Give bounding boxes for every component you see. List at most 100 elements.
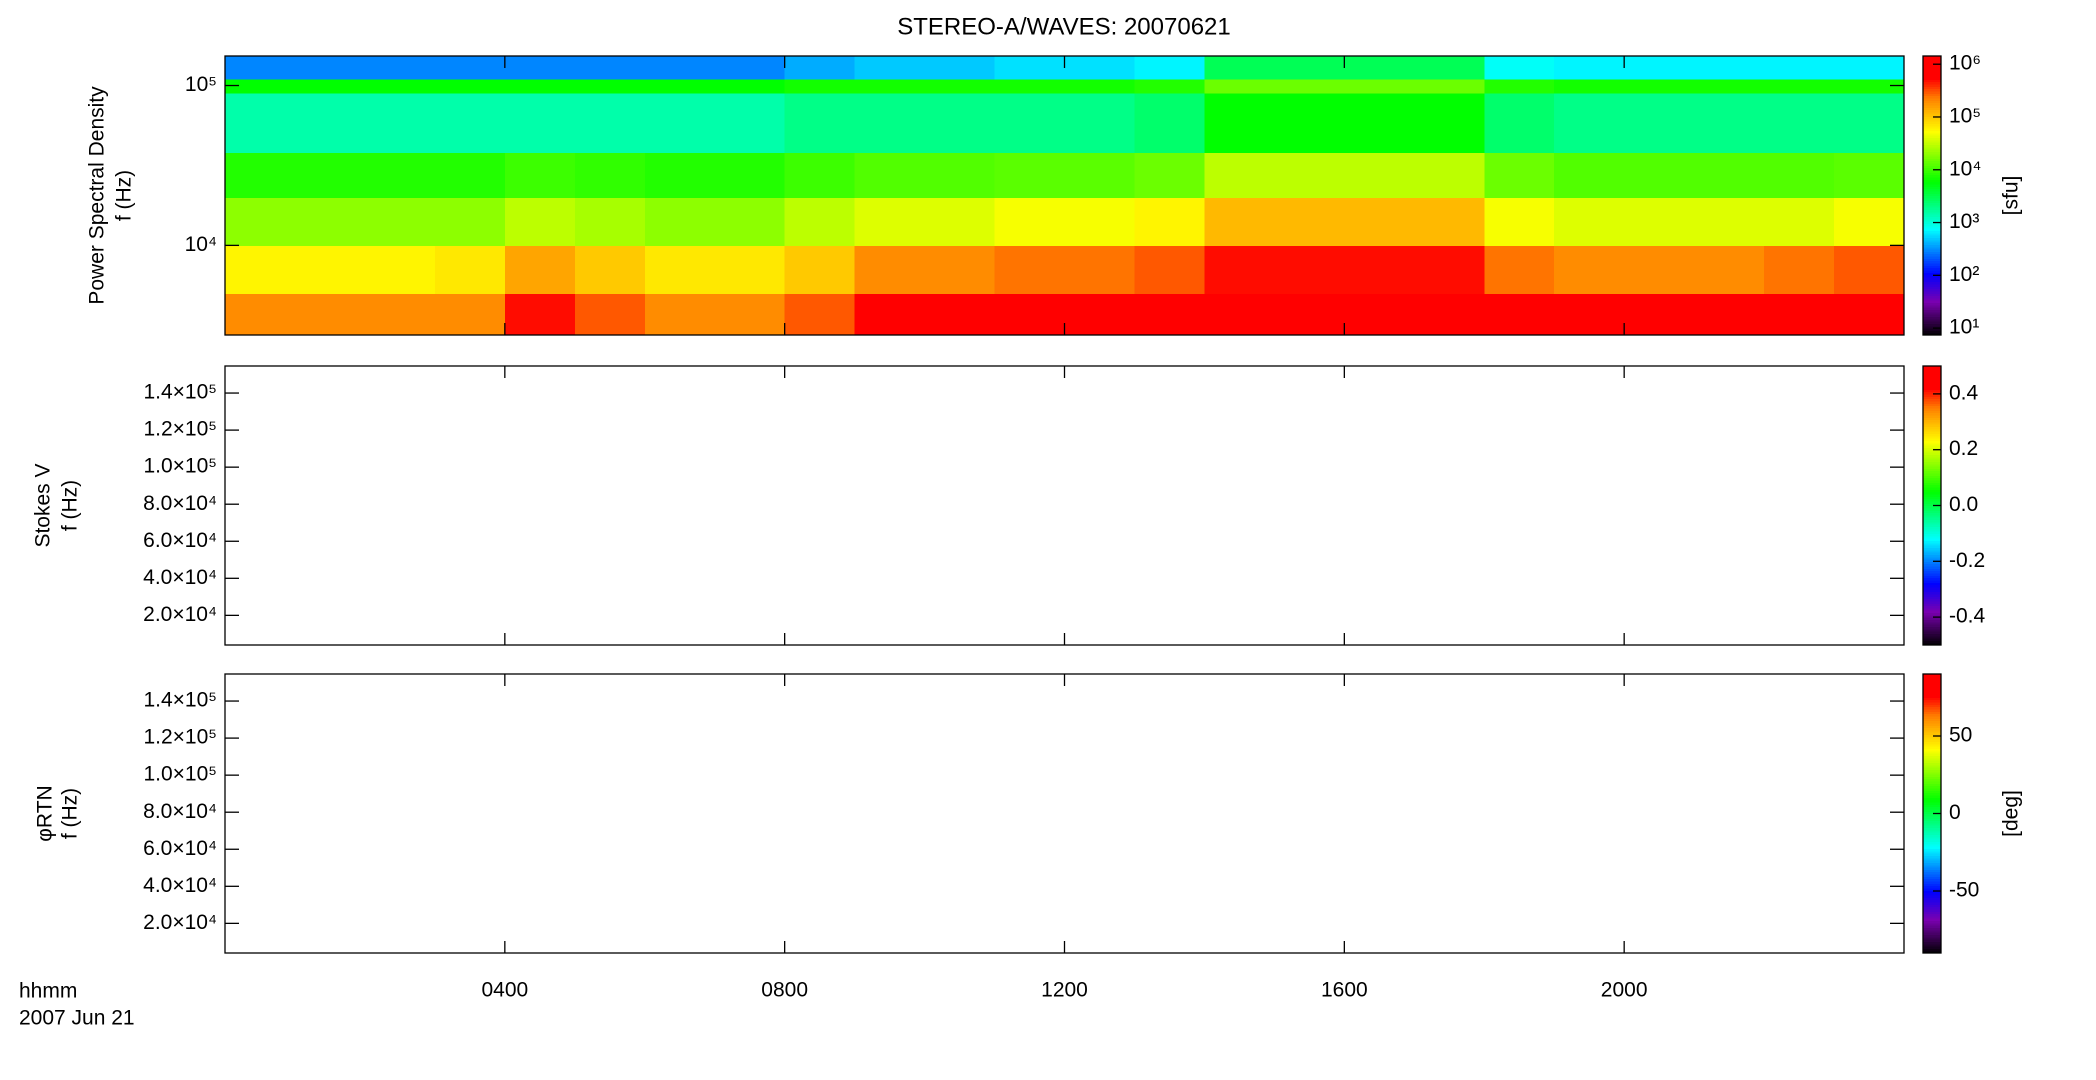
heatmap-cell	[1344, 78, 1415, 94]
colorbar-swatch	[1923, 323, 1941, 327]
colorbar-swatch	[1923, 619, 1941, 623]
colorbar-swatch	[1923, 846, 1941, 849]
colorbar-swatch	[1923, 65, 1941, 69]
colorbar-swatch	[1923, 899, 1941, 903]
colorbar-swatch	[1923, 922, 1941, 926]
x-axis-label: hhmm	[19, 980, 77, 1003]
colorbar-swatch	[1923, 815, 1941, 819]
heatmap-cell	[1204, 197, 1275, 246]
colorbar-swatch	[1923, 596, 1941, 600]
colorbar-swatch	[1923, 137, 1941, 141]
colorbar-swatch	[1923, 111, 1941, 115]
colorbar-swatch	[1923, 577, 1941, 581]
colorbar-swatch	[1923, 584, 1941, 588]
heatmap-cell	[994, 197, 1065, 246]
colorbar-swatch	[1923, 538, 1941, 541]
heatmap-cell	[784, 56, 856, 80]
colorbar-swatch	[1923, 190, 1941, 194]
heatmap-cell	[504, 197, 576, 246]
heatmap-cell	[994, 92, 1065, 154]
colorbar-swatch	[1923, 593, 1941, 597]
heatmap-cell	[1834, 152, 1905, 198]
heatmap-cell	[504, 56, 576, 80]
heatmap-cell	[1344, 152, 1415, 198]
colorbar-swatch	[1923, 447, 1941, 451]
colorbar-swatch	[1923, 307, 1941, 311]
colorbar-swatch	[1923, 167, 1941, 171]
colorbar-swatch	[1923, 811, 1941, 815]
colorbar-swatch	[1923, 72, 1941, 76]
colorbar-swatch	[1923, 379, 1941, 383]
colorbar-swatch	[1923, 452, 1941, 455]
colorbar-swatch	[1923, 262, 1941, 266]
colorbar-swatch	[1923, 169, 1941, 173]
colorbar-swatch	[1923, 86, 1941, 90]
colorbar-swatch	[1923, 610, 1941, 614]
y-tick-label: 4.0×10⁴	[143, 566, 217, 589]
heatmap-cell	[1694, 56, 1765, 80]
colorbar-swatch	[1923, 197, 1941, 201]
colorbar-tick-label: 50	[1949, 724, 1972, 747]
heatmap-cell	[1694, 152, 1765, 198]
heatmap-cell	[574, 56, 646, 80]
colorbar-swatch	[1923, 822, 1941, 826]
colorbar-swatch	[1923, 690, 1941, 694]
colorbar-swatch	[1923, 787, 1941, 791]
heatmap-cell	[225, 245, 296, 294]
colorbar-swatch	[1923, 794, 1941, 798]
heatmap-cell	[364, 56, 436, 80]
colorbar-swatch	[1923, 558, 1941, 562]
heatmap-cell	[364, 152, 436, 198]
colorbar-swatch	[1923, 265, 1941, 269]
heatmap-cell	[1204, 56, 1275, 80]
heatmap-cell	[994, 245, 1065, 294]
x-axis-label: 2007 Jun 21	[19, 1007, 135, 1030]
colorbar-swatch	[1923, 934, 1941, 938]
colorbar-swatch	[1923, 398, 1941, 402]
heatmap-cell	[1414, 152, 1485, 198]
colorbar-swatch	[1923, 456, 1941, 460]
heatmap-cell	[1624, 152, 1695, 198]
colorbar-swatch	[1923, 880, 1941, 884]
colorbar-swatch	[1923, 605, 1941, 609]
colorbar-swatch	[1923, 864, 1941, 868]
colorbar-swatch	[1923, 135, 1941, 138]
colorbar-swatch	[1923, 74, 1941, 78]
colorbar-swatch	[1923, 130, 1941, 134]
colorbar-swatch	[1923, 186, 1941, 190]
heatmap-cell	[1624, 78, 1695, 94]
colorbar-swatch	[1923, 179, 1941, 183]
plot-frame	[224, 673, 1905, 954]
colorbar-swatch	[1923, 764, 1941, 768]
colorbar-swatch	[1923, 274, 1941, 278]
heatmap-cell	[225, 56, 296, 80]
y-tick-label: 1.2×10⁵	[143, 418, 217, 441]
colorbar-swatch	[1923, 316, 1941, 320]
heatmap-cell	[1484, 92, 1555, 154]
heatmap-cell	[434, 293, 506, 336]
colorbar-swatch	[1923, 414, 1941, 418]
colorbar-swatch	[1923, 391, 1941, 395]
colorbar-swatch	[1923, 624, 1941, 627]
colorbar-swatch	[1923, 235, 1941, 238]
heatmap-cell	[1694, 92, 1765, 154]
y-tick-label: 8.0×10⁴	[143, 492, 217, 515]
colorbar-swatch	[1923, 722, 1941, 726]
colorbar-swatch	[1923, 403, 1941, 407]
colorbar-swatch	[1923, 58, 1941, 62]
colorbar-swatch	[1923, 927, 1941, 931]
colorbar-swatch	[1923, 132, 1941, 136]
colorbar-swatch	[1923, 314, 1941, 317]
colorbar-swatch	[1923, 638, 1941, 641]
colorbar-swatch	[1923, 181, 1941, 185]
colorbar-swatch	[1923, 246, 1941, 250]
heatmap-cell	[294, 197, 366, 246]
y-axis-title: f (Hz)	[113, 170, 136, 221]
colorbar-swatch	[1923, 366, 1941, 369]
heatmap-cell	[574, 152, 646, 198]
heatmap-cell	[225, 197, 296, 246]
heatmap-cell	[1134, 92, 1205, 154]
colorbar-swatch	[1923, 589, 1941, 593]
colorbar-swatch	[1923, 517, 1941, 521]
colorbar-swatch	[1923, 232, 1941, 236]
